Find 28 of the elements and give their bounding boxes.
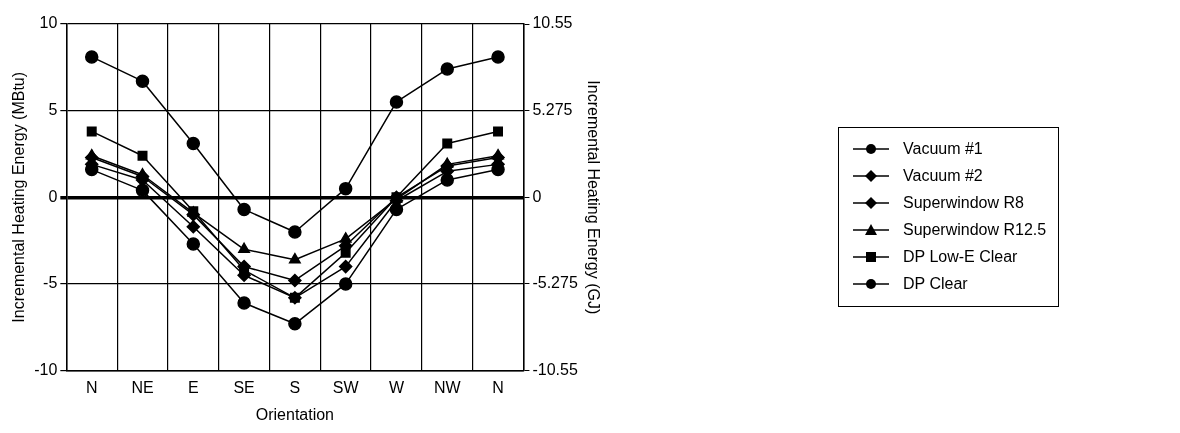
x-tick-label: N: [492, 378, 504, 396]
y-axis-title: Incremental Heating Energy (MBtu): [10, 71, 28, 323]
legend-label: Superwindow R12.5: [903, 221, 1047, 239]
x-axis-title: Orientation: [255, 405, 335, 423]
x-tick-label: NE: [131, 378, 154, 396]
y-tick-label: -10: [34, 361, 58, 379]
y2-tick-label: -5.275: [532, 274, 578, 292]
legend-label: Superwindow R8: [903, 194, 1024, 212]
y-tick-label: 10: [39, 14, 58, 32]
y-tick-label: 5: [48, 101, 58, 119]
x-tick-label: SE: [233, 378, 255, 396]
y2-tick-label: 10.55: [532, 14, 573, 32]
y2-axis-title: Incremental Heating Energy (GJ): [584, 80, 602, 315]
y2-tick-label: -10.55: [532, 361, 578, 379]
x-tick-label: W: [388, 378, 405, 396]
x-tick-label: N: [85, 378, 98, 396]
legend-label: Vacuum #1: [903, 140, 983, 158]
x-tick-label: NW: [433, 378, 462, 396]
legend-label: DP Low-E Clear: [903, 248, 1018, 266]
x-tick-label: S: [289, 378, 301, 396]
y-tick-label: -5: [43, 274, 58, 292]
legend-label: DP Clear: [903, 275, 968, 293]
y-tick-label: 0: [48, 187, 58, 205]
y2-tick-label: 0: [532, 187, 542, 205]
x-tick-label: E: [187, 378, 199, 396]
y2-tick-label: 5.275: [532, 101, 573, 119]
x-tick-label: SW: [332, 378, 360, 396]
legend-label: Vacuum #2: [903, 167, 983, 185]
